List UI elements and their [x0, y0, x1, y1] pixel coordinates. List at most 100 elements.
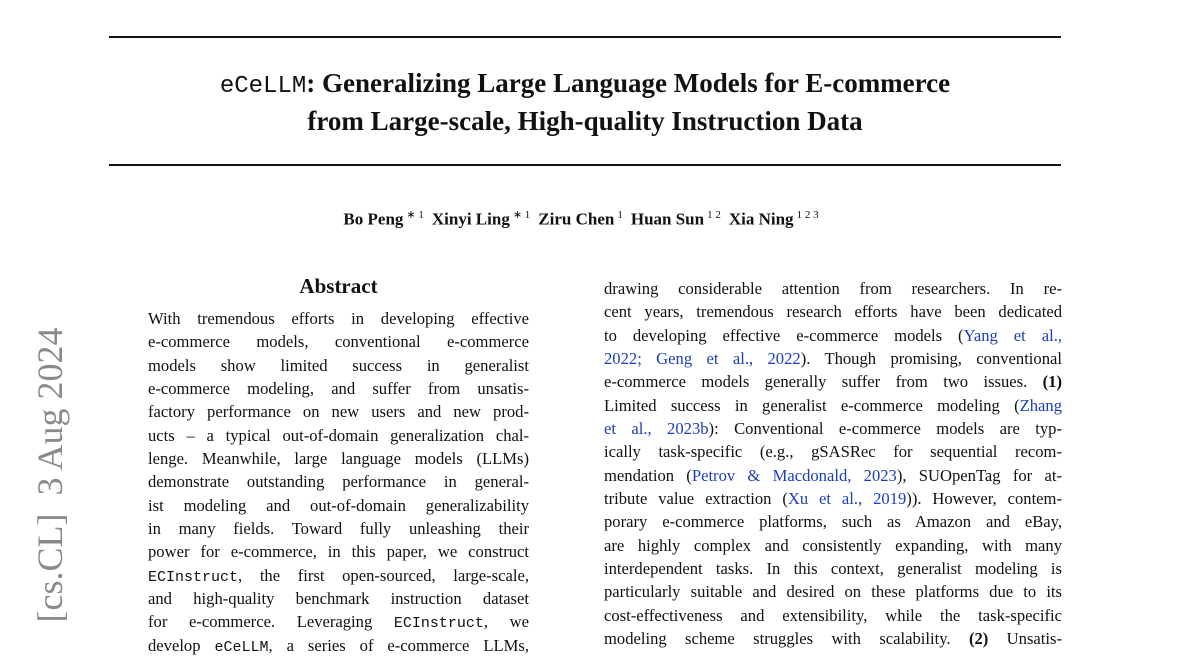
- text-line: models show limited success in generalis…: [148, 354, 529, 377]
- title-text: : Generalizing Large Language Models for…: [306, 68, 951, 98]
- citation-link[interactable]: Zhang: [1019, 395, 1062, 415]
- text: , we: [483, 612, 529, 632]
- author-name: Xinyi Ling: [431, 209, 510, 229]
- text-line: drawing considerable attention from rese…: [604, 277, 1062, 300]
- text: drawing considerable attention from rese…: [604, 279, 1062, 298]
- text-line: tribute value extraction (Xu et al., 201…: [604, 487, 1062, 510]
- title-line: eCeLLM: Generalizing Large Language Mode…: [0, 66, 1170, 104]
- text-line: and high-quality benchmark instruction d…: [148, 587, 529, 610]
- text: interdependent tasks. In this context, g…: [604, 559, 1062, 579]
- citation-link[interactable]: Xu et al., 2019: [787, 489, 907, 509]
- text-line: demonstrate outstanding performance in g…: [148, 470, 529, 493]
- text-line: power for e-commerce, in this paper, we …: [148, 540, 529, 563]
- abstract-body: With tremendous efforts in developing ef…: [148, 307, 529, 657]
- title-code: eCeLLM: [219, 73, 307, 100]
- text-line: e-commerce models, conventional e-commer…: [148, 330, 529, 353]
- text: in many fields. Toward fully unleashing …: [148, 519, 529, 539]
- author-affiliation: 1: [617, 209, 623, 221]
- author-name: Huan Sun: [630, 209, 705, 229]
- authors: Bo Peng ∗ 1 Xinyi Ling ∗ 1 Ziru Chen 1 Huan Su…: [0, 208, 1170, 230]
- text-line: particularly suitable and desired on the…: [604, 580, 1062, 603]
- text-line: e-commerce models generally suffer from …: [604, 370, 1062, 393]
- text: models show limited success in generalis…: [148, 355, 529, 375]
- text-line: to developing effective e-commerce model…: [604, 324, 1062, 347]
- text: power for e-commerce, in this paper, we …: [148, 542, 529, 562]
- text-line: et al., 2023b): Conventional e-commerce …: [604, 417, 1062, 440]
- text-line: cent years, tremendous research efforts …: [604, 300, 1062, 323]
- author-name: Ziru Chen: [538, 209, 615, 229]
- title: eCeLLM: Generalizing Large Language Mode…: [0, 66, 1170, 139]
- bottom-rule: [109, 164, 1061, 166]
- text-line: ist modeling and out-of-domain generaliz…: [148, 494, 529, 517]
- author-affiliation: ∗ 1: [512, 209, 531, 221]
- text-line: mendation (Petrov & Macdonald, 2023), SU…: [604, 464, 1062, 487]
- text-line: porary e-commerce platforms, such as Ama…: [604, 510, 1062, 533]
- title-line: from Large-scale, High-quality Instructi…: [307, 106, 863, 136]
- text-line: are highly complex and consistently expa…: [604, 534, 1062, 557]
- bold-text: (1): [1042, 372, 1062, 392]
- citation-link[interactable]: 2022; Geng et al., 2022: [604, 349, 801, 369]
- top-rule: [109, 36, 1061, 38]
- code-text: ECInstruct: [393, 615, 484, 633]
- text: and high-quality benchmark instruction d…: [148, 589, 529, 609]
- text: ), SUOpenTag for at-: [896, 465, 1062, 485]
- text-line: in many fields. Toward fully unleashing …: [148, 517, 529, 540]
- text-line: lenge. Meanwhile, large language models …: [148, 447, 529, 470]
- text: , the first open-sourced, large-scale,: [238, 565, 529, 585]
- text: particularly suitable and desired on the…: [604, 582, 1062, 602]
- body-column: drawing considerable attention from rese…: [604, 277, 1062, 651]
- text: )). However, contem-: [906, 489, 1062, 509]
- text: ). Though promising, conventional: [800, 349, 1062, 369]
- text: With tremendous efforts in developing ef…: [148, 309, 529, 328]
- text: porary e-commerce platforms, such as Ama…: [604, 512, 1062, 532]
- text: e-commerce modeling, and suffer from uns…: [148, 379, 529, 399]
- text-line: 2022; Geng et al., 2022). Though promisi…: [604, 347, 1062, 370]
- abstract-heading: Abstract: [299, 274, 378, 298]
- text: e-commerce models, conventional e-commer…: [148, 332, 529, 352]
- text: cent years, tremendous research efforts …: [604, 302, 1062, 322]
- text: e-commerce models generally suffer from …: [604, 372, 1043, 392]
- text: factory performance on new users and new…: [148, 402, 529, 422]
- code-text: eCeLLM: [214, 638, 269, 656]
- text: ): Conventional e-commerce models are ty…: [708, 419, 1062, 439]
- text: are highly complex and consistently expa…: [604, 535, 1062, 555]
- text: develop: [148, 635, 215, 655]
- author-affiliation: 1 2 3: [796, 209, 819, 221]
- bold-text: (2): [968, 629, 989, 649]
- text: cost-effectiveness and extensibility, wh…: [604, 605, 1062, 625]
- citation-link[interactable]: Petrov & Macdonald, 2023: [691, 465, 897, 485]
- text-line: factory performance on new users and new…: [148, 400, 529, 423]
- text-line: With tremendous efforts in developing ef…: [148, 307, 529, 330]
- text: for e-commerce. Leveraging: [148, 612, 394, 632]
- text: to developing effective e-commerce model…: [604, 325, 964, 345]
- text: modeling scheme struggles with scalabili…: [604, 629, 969, 649]
- text-line: for e-commerce. Leveraging ECInstruct, w…: [148, 610, 529, 633]
- citation-link[interactable]: Yang et al.,: [963, 325, 1062, 345]
- text-line: develop eCeLLM, a series of e-commerce L…: [148, 634, 529, 657]
- text: ist modeling and out-of-domain generaliz…: [148, 495, 529, 515]
- code-text: ECInstruct: [148, 568, 239, 586]
- text: Unsatis-: [988, 629, 1062, 649]
- text: ically task-specific (e.g., gSASRec for …: [604, 442, 1062, 462]
- author-affiliation: 1 2: [707, 209, 721, 221]
- author-affiliation: ∗ 1: [406, 209, 424, 221]
- text: Limited success in generalist e-commerce…: [604, 395, 1020, 415]
- text: lenge. Meanwhile, large language models …: [148, 449, 529, 469]
- text: ucts – a typical out-of-domain generaliz…: [148, 425, 529, 445]
- text-line: ucts – a typical out-of-domain generaliz…: [148, 424, 529, 447]
- text-line: ECInstruct, the first open-sourced, larg…: [148, 564, 529, 587]
- text: demonstrate outstanding performance in g…: [148, 472, 529, 492]
- text-line: e-commerce modeling, and suffer from uns…: [148, 377, 529, 400]
- text-line: cost-effectiveness and extensibility, wh…: [604, 604, 1062, 627]
- text-line: Limited success in generalist e-commerce…: [604, 394, 1062, 417]
- arxiv-stamp: [cs.CL] 3 Aug 2024: [30, 327, 70, 623]
- citation-link[interactable]: et al., 2023b: [604, 419, 709, 439]
- text: tribute value extraction (: [604, 489, 788, 509]
- text: , a series of e-commerce LLMs,: [268, 635, 530, 655]
- text-line: interdependent tasks. In this context, g…: [604, 557, 1062, 580]
- author-name: Bo Peng: [343, 209, 404, 229]
- text-line: ically task-specific (e.g., gSASRec for …: [604, 440, 1062, 463]
- text: mendation (: [604, 465, 692, 485]
- text-line: modeling scheme struggles with scalabili…: [604, 627, 1062, 650]
